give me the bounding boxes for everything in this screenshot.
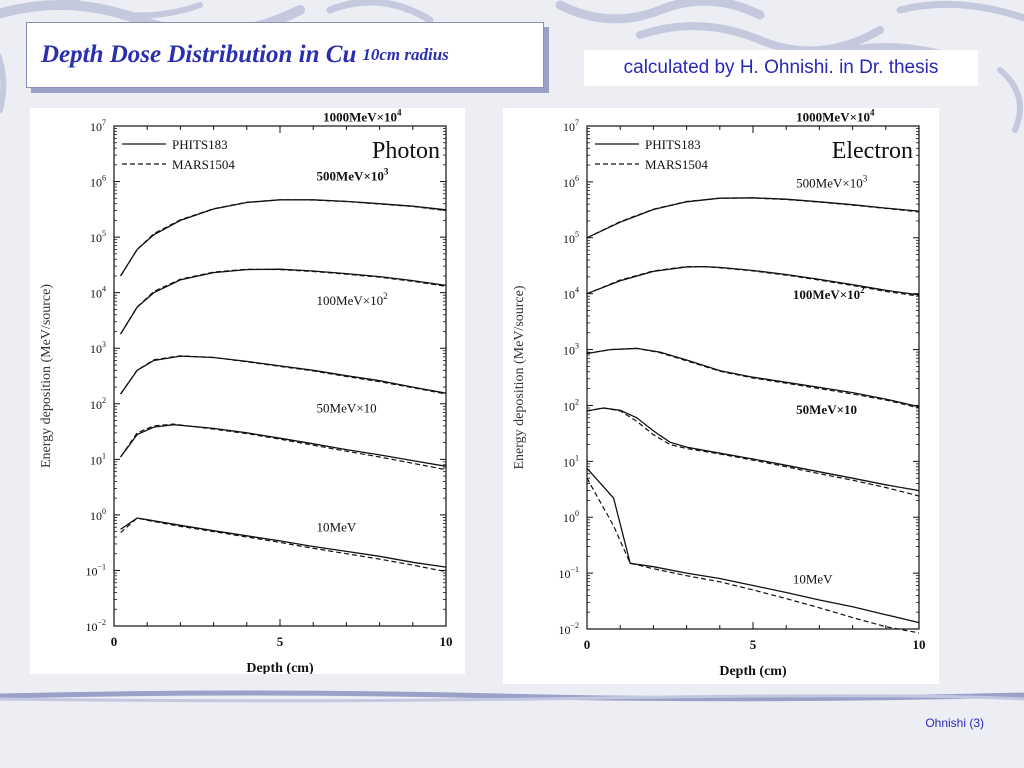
legend-phits-label: PHITS183 <box>172 137 228 152</box>
y-tick-label: 10−2 <box>558 621 579 637</box>
x-axis-label: Depth (cm) <box>246 661 314 674</box>
phits-series-line <box>586 197 920 239</box>
phits-series-line <box>120 268 447 335</box>
photon-chart: 107 106 105 104 103 102 101 100 10−1 10−2 0 5 10 Dept… <box>39 108 453 674</box>
mars-series-line <box>120 355 447 395</box>
electron-chart: 107 106 105 104 103 102 101 100 10−1 10−2 0 5 10 Dept… <box>512 108 926 679</box>
mars-series-line <box>120 517 447 573</box>
y-axis-label: Energy deposition (MeV/source) <box>512 285 527 469</box>
mars-series-line <box>586 477 920 634</box>
y-axis-label: Energy deposition (MeV/source) <box>39 284 54 468</box>
phits-series-line <box>120 517 447 568</box>
y-tick-label: 106 <box>90 174 106 190</box>
y-tick-label: 102 <box>563 397 579 413</box>
footer-divider <box>0 690 1024 703</box>
mars-series-line <box>586 266 920 297</box>
phits-series-line <box>586 467 920 624</box>
y-tick-label: 103 <box>90 340 106 356</box>
y-tick-label: 10−1 <box>558 565 579 581</box>
curve-label: 10MeV <box>793 572 833 587</box>
x-tick-label: 5 <box>750 637 757 652</box>
y-tick-label: 105 <box>563 230 579 246</box>
curve-label: 1000MeV×104 <box>796 108 875 125</box>
x-tick-label: 10 <box>913 637 926 652</box>
legend-phits-label: PHITS183 <box>645 137 701 152</box>
curve-label: 10MeV <box>317 520 357 535</box>
curve-label: 50MeV×10 <box>796 402 857 417</box>
phits-series-line <box>586 407 920 492</box>
y-tick-label: 107 <box>563 118 579 134</box>
y-tick-label: 10−2 <box>85 618 106 634</box>
photon-chart-panel: 107 106 105 104 103 102 101 100 10−1 10−2 0 5 10 Dept… <box>30 108 465 674</box>
x-tick-label: 0 <box>111 634 118 649</box>
electron-chart-panel: 107 106 105 104 103 102 101 100 10−1 10−2 0 5 10 Dept… <box>503 108 939 684</box>
legend-mars-label: MARS1504 <box>645 157 708 172</box>
slide-title: Depth Dose Distribution in Cu <box>41 41 357 68</box>
curve-label: 500MeV×103 <box>317 166 389 183</box>
y-tick-label: 105 <box>90 229 106 245</box>
phits-series-line <box>120 424 447 467</box>
x-tick-label: 10 <box>440 634 453 649</box>
slide-title-suffix: 10cm radius <box>362 45 449 64</box>
credit-text: calculated by H. Ohnishi. in Dr. thesis <box>623 57 939 78</box>
mars-series-line <box>586 347 920 409</box>
mars-series-line <box>586 407 920 497</box>
curve-label: 100MeV×102 <box>317 291 388 308</box>
y-tick-label: 10−1 <box>85 562 106 578</box>
credit-box: calculated by H. Ohnishi. in Dr. thesis <box>584 50 978 86</box>
y-tick-label: 104 <box>90 285 106 301</box>
legend-mars-label: MARS1504 <box>172 157 235 172</box>
chart-title: Photon <box>372 138 440 164</box>
x-tick-label: 5 <box>277 634 284 649</box>
plot-frame <box>113 125 447 627</box>
x-tick-label: 0 <box>584 637 591 652</box>
footer-label: Ohnishi (3) <box>925 716 984 730</box>
y-tick-label: 106 <box>563 174 579 190</box>
curve-label: 100MeV×102 <box>793 285 865 302</box>
y-tick-label: 101 <box>563 453 579 469</box>
y-tick-label: 104 <box>563 286 579 302</box>
curve-label: 1000MeV×104 <box>323 108 402 125</box>
mars-series-line <box>120 268 447 335</box>
chart-title: Electron <box>832 138 913 164</box>
y-tick-label: 101 <box>90 451 106 467</box>
x-axis-label: Depth (cm) <box>719 664 787 679</box>
title-box: Depth Dose Distribution in Cu 10cm radiu… <box>26 22 544 88</box>
y-tick-label: 103 <box>563 342 579 358</box>
phits-series-line <box>120 355 447 395</box>
curve-label: 50MeV×10 <box>317 400 377 415</box>
y-tick-label: 100 <box>563 509 579 525</box>
y-tick-label: 100 <box>90 507 106 523</box>
mars-series-line <box>120 423 447 471</box>
mars-series-line <box>586 197 920 239</box>
y-tick-label: 102 <box>90 396 106 412</box>
phits-series-line <box>120 199 447 277</box>
curve-label: 500MeV×103 <box>796 173 868 190</box>
phits-series-line <box>586 347 920 408</box>
mars-series-line <box>120 199 447 277</box>
y-tick-label: 107 <box>90 118 106 134</box>
